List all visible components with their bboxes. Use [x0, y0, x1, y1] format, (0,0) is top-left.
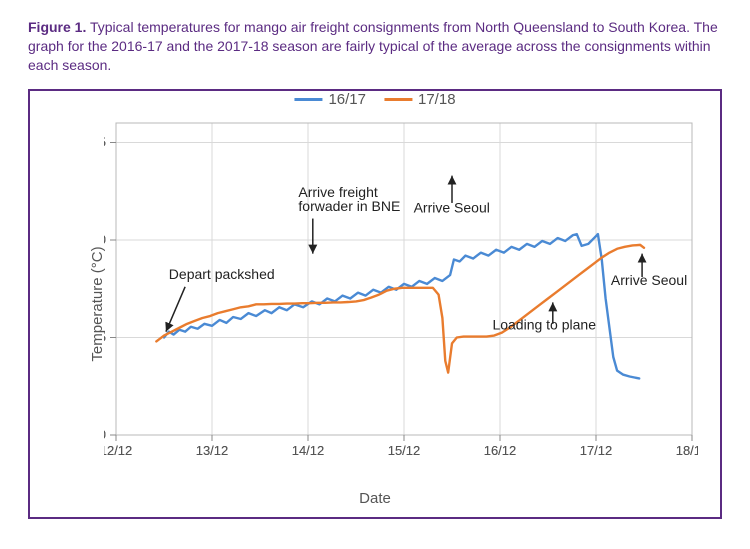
legend-label: 17/18 — [418, 91, 456, 108]
annotation-label: Loading to plane — [492, 316, 596, 332]
legend-swatch-icon — [294, 98, 322, 101]
annotation-label: Arrive Seoul — [611, 272, 687, 288]
y-tick-label: 25 — [104, 134, 106, 149]
annotation-label: forwader in BNE — [298, 197, 400, 213]
plot-wrap: 12/12 13/12 14/12 15/12 16/12 17/12 18/12 10 15 2… — [104, 113, 698, 457]
x-tick-label: 18/12 — [676, 443, 698, 457]
x-tick-label: 12/12 — [104, 443, 132, 457]
annotation-arrow — [166, 286, 185, 331]
annotation-label: Depart packshed — [169, 266, 275, 282]
page: Figure 1. Typical temperatures for mango… — [0, 0, 750, 549]
figure-frame: Temperature (°C) Date 16/17 17/18 12/121… — [28, 89, 722, 519]
figure-caption: Figure 1. Typical temperatures for mango… — [28, 18, 722, 75]
y-tick-label: 10 — [104, 427, 106, 442]
legend-item: 17/18 — [384, 91, 456, 108]
line-chart: 12/12 13/12 14/12 15/12 16/12 17/12 18/12 10 15 2… — [104, 113, 698, 457]
x-tick-label: 16/12 — [484, 443, 517, 457]
x-tick-label: 14/12 — [292, 443, 325, 457]
figure-caption-text: Typical temperatures for mango air freig… — [28, 19, 718, 73]
x-tick-label: 17/12 — [580, 443, 613, 457]
x-tick-label: 15/12 — [388, 443, 421, 457]
legend: 16/17 17/18 — [294, 91, 455, 108]
y-tick-label: 15 — [104, 329, 106, 344]
legend-item: 16/17 — [294, 91, 366, 108]
series-line — [164, 234, 639, 378]
x-axis-label: Date — [359, 490, 391, 507]
legend-label: 16/17 — [328, 91, 366, 108]
series-line — [156, 245, 644, 373]
y-tick-label: 20 — [104, 232, 106, 247]
annotation-label: Arrive Seoul — [414, 199, 490, 215]
x-tick-label: 13/12 — [196, 443, 229, 457]
figure-caption-lead: Figure 1. — [28, 19, 86, 35]
legend-swatch-icon — [384, 98, 412, 101]
